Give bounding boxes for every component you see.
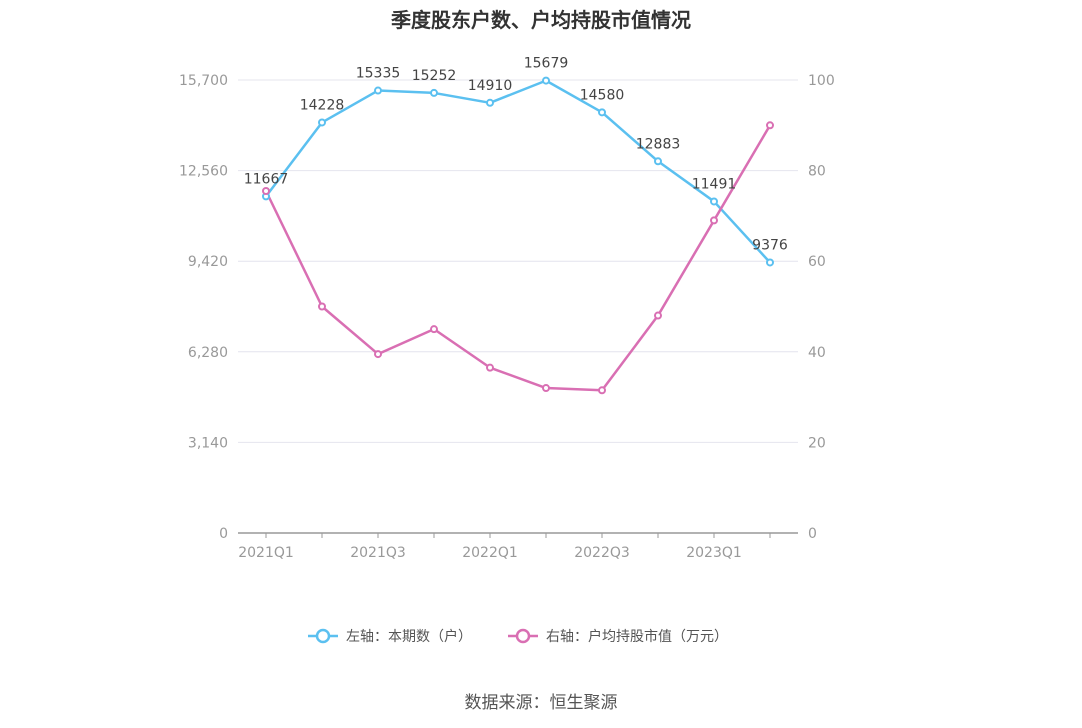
data-point [262, 186, 270, 195]
data-label: 15679 [524, 56, 569, 72]
data-point [766, 121, 774, 130]
legend-swatch-marker [515, 628, 531, 644]
data-point [598, 108, 606, 117]
x-tick-label: 2021Q3 [350, 545, 406, 561]
y-left-tick-label: 9,420 [188, 254, 228, 270]
x-tick-label: 2023Q1 [686, 545, 742, 561]
data-label: 14228 [300, 97, 345, 113]
source-note: 数据来源：恒生聚源 [464, 693, 618, 713]
data-label: 11491 [692, 176, 737, 192]
legend: 左轴：本期数（户） 右轴：户均持股市值（万元） [308, 628, 728, 645]
data-point [486, 363, 494, 372]
data-labels: 11667 14228 15335 15252 14910 15679 14580 12883… [244, 56, 788, 254]
y-right-tick-label: 80 [808, 164, 826, 180]
y-left-tick-label: 6,280 [188, 345, 228, 361]
data-label: 15252 [412, 68, 457, 84]
data-point [710, 197, 718, 206]
data-point [374, 86, 382, 95]
data-point [430, 88, 438, 97]
y-right-tick-label: 20 [808, 435, 826, 451]
x-tick-label: 2022Q3 [574, 545, 630, 561]
axes [238, 532, 798, 538]
y-right-tick-label: 0 [808, 526, 817, 542]
data-point [766, 258, 774, 267]
data-point [598, 386, 606, 395]
legend-label: 左轴：本期数（户） [346, 628, 472, 645]
grid-lines [238, 79, 798, 443]
data-point [654, 311, 662, 320]
tick-labels: 0 0 3,140 20 6,280 40 9,420 60 12,560 80 15,700 100… [179, 73, 835, 561]
data-label: 14910 [468, 78, 513, 94]
y-right-tick-label: 40 [808, 345, 826, 361]
legend-swatch-marker [315, 628, 331, 644]
legend-label: 右轴：户均持股市值（万元） [546, 628, 728, 645]
data-label: 15335 [356, 66, 401, 82]
y-left-tick-label: 3,140 [188, 435, 228, 451]
data-point [654, 157, 662, 166]
data-label: 11667 [244, 171, 289, 187]
data-point [374, 350, 382, 359]
chart: 0 0 3,140 20 6,280 40 9,420 60 12,560 80 15,700 100… [179, 56, 835, 645]
data-point [710, 216, 718, 225]
data-points [262, 76, 774, 395]
data-label: 14580 [580, 87, 625, 103]
series-line [265, 79, 771, 264]
data-point [430, 325, 438, 334]
data-point [486, 98, 494, 107]
chart-title: 季度股东户数、户均持股市值情况 [391, 8, 691, 32]
data-point [542, 384, 550, 393]
y-left-tick-label: 12,560 [179, 164, 228, 180]
x-tick-label: 2022Q1 [462, 545, 518, 561]
data-point [318, 118, 326, 127]
y-right-tick-label: 60 [808, 254, 826, 270]
data-point [318, 302, 326, 311]
series-lines [264, 79, 772, 392]
y-left-tick-label: 0 [219, 526, 228, 542]
data-label: 12883 [636, 136, 681, 152]
y-right-tick-label: 100 [808, 73, 835, 89]
series-line [264, 124, 772, 392]
data-point [542, 76, 550, 85]
y-left-tick-label: 15,700 [179, 73, 228, 89]
x-tick-label: 2021Q1 [238, 545, 294, 561]
data-label: 9376 [752, 237, 788, 253]
